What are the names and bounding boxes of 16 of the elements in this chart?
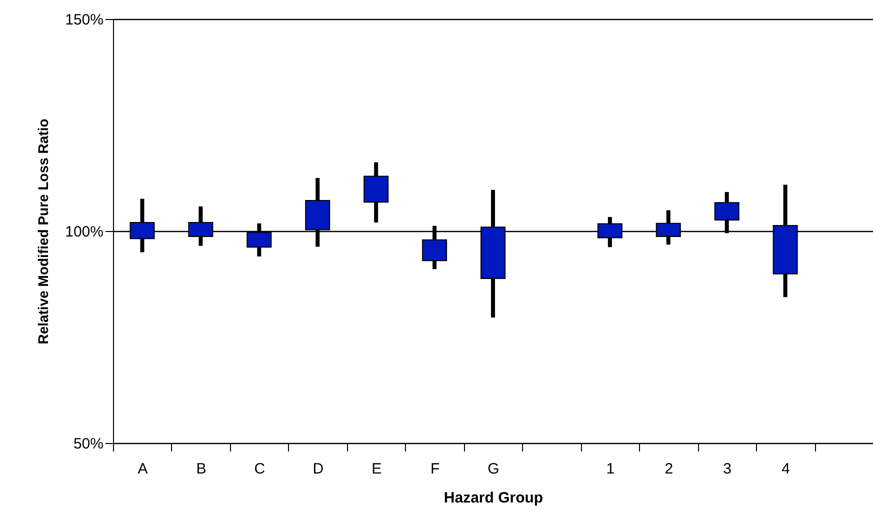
x-tick-label: D (312, 460, 324, 478)
x-axis-title: Hazard Group (444, 490, 544, 506)
x-tick-label: 1 (606, 460, 615, 478)
x-tick-label: G (488, 460, 500, 478)
y-axis-title: Relative Modified Pure Loss Ratio (35, 118, 52, 344)
x-tick-label: A (138, 460, 148, 478)
x-tick-label: F (430, 460, 440, 478)
y-tick-label: 150% (65, 12, 104, 28)
x-tick-label: 3 (723, 460, 732, 478)
x-tick-label: 4 (782, 460, 790, 478)
x-tick-label: E (372, 460, 382, 478)
x-tick-label: B (196, 460, 206, 478)
x-tick-label: C (254, 460, 266, 478)
y-tick-label: 50% (73, 436, 104, 452)
x-tick-label: 2 (664, 460, 674, 478)
y-tick-label: 100% (65, 224, 104, 240)
